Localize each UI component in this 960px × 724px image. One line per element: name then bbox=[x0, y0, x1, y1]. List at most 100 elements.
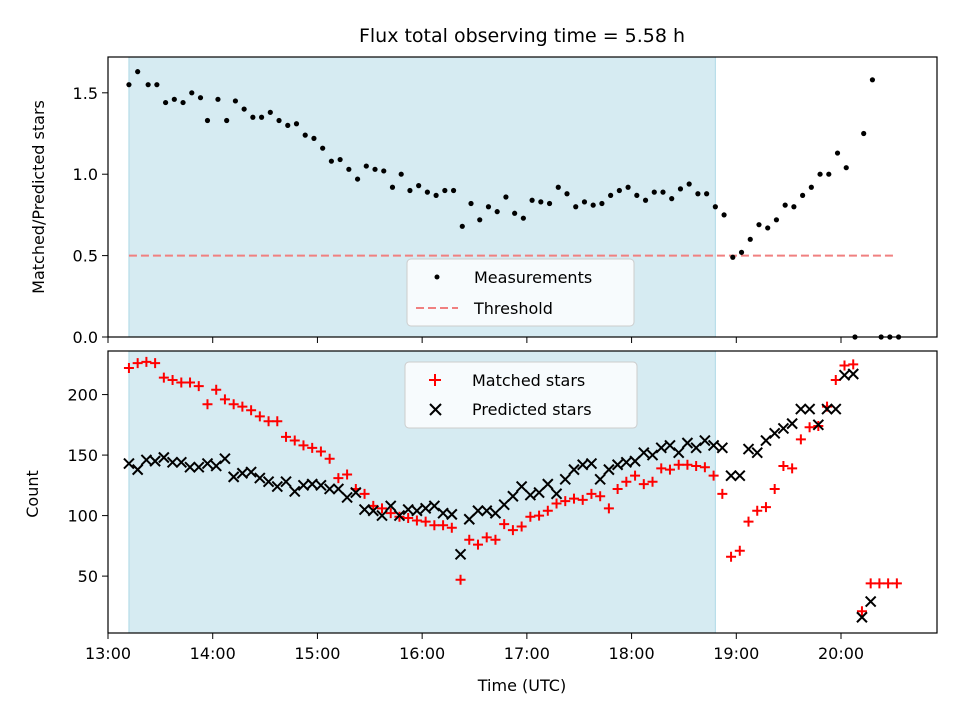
predicted-star-point bbox=[280, 476, 292, 488]
matched-star-point bbox=[411, 515, 422, 526]
measurement-point bbox=[538, 199, 544, 205]
matched-star-point bbox=[446, 522, 457, 533]
matched-star-point bbox=[673, 459, 684, 470]
predicted-star-point bbox=[376, 509, 388, 522]
matched-star-point bbox=[211, 384, 222, 395]
measurement-point bbox=[477, 217, 483, 223]
matched-star-point bbox=[324, 453, 335, 464]
matched-star-point bbox=[254, 411, 265, 422]
measurement-point bbox=[721, 212, 727, 218]
matched-star-point bbox=[281, 431, 292, 442]
predicted-star-point bbox=[585, 457, 598, 470]
bottom-y-ticks: 50 100 150 200 bbox=[67, 386, 108, 586]
matched-star-point bbox=[795, 434, 806, 445]
ratio-panel: 0.0 0.5 1.0 1.5 Matched/Predicted stars Mea… bbox=[29, 56, 938, 347]
matched-star-point bbox=[307, 442, 318, 453]
predicted-star-point bbox=[812, 419, 825, 431]
measurement-point bbox=[826, 171, 832, 177]
predicted-star-point bbox=[830, 403, 842, 415]
measurement-point bbox=[861, 130, 867, 137]
predicted-star-point bbox=[533, 486, 545, 499]
y-tick-label: 0.5 bbox=[73, 247, 98, 266]
predicted-star-point bbox=[166, 456, 179, 469]
y-tick-label: 100 bbox=[67, 507, 98, 526]
y-tick-label: 150 bbox=[67, 446, 98, 465]
measurement-point bbox=[398, 171, 404, 177]
predicted-star-point bbox=[542, 478, 554, 490]
predicted-star-point bbox=[227, 471, 240, 483]
measurement-point bbox=[756, 222, 762, 228]
predicted-star-point bbox=[768, 427, 781, 440]
measurement-point bbox=[328, 158, 334, 164]
matched-star-point bbox=[315, 446, 326, 457]
predicted-star-point bbox=[271, 480, 283, 493]
predicted-star-point bbox=[777, 422, 790, 435]
matched-star-point bbox=[708, 470, 719, 481]
measurement-point bbox=[232, 98, 239, 104]
predicted-star-point bbox=[864, 595, 877, 608]
predicted-star-point bbox=[498, 499, 510, 511]
y-tick-label: 1.5 bbox=[73, 84, 98, 103]
measurement-point bbox=[590, 202, 596, 208]
measurement-point bbox=[459, 223, 465, 229]
measurement-point bbox=[433, 192, 439, 198]
matched-star-point bbox=[551, 498, 562, 509]
legend-matched-marker bbox=[429, 374, 441, 386]
predicted-star-point bbox=[149, 455, 161, 467]
predicted-star-point bbox=[341, 491, 353, 504]
measurement-point bbox=[276, 117, 282, 124]
measurement-point bbox=[634, 192, 640, 198]
top-legend-box bbox=[406, 258, 635, 327]
measurement-point bbox=[564, 191, 570, 197]
measurement-point bbox=[416, 183, 422, 189]
matched-star-point bbox=[717, 488, 728, 499]
predicted-star-point bbox=[245, 466, 257, 478]
predicted-star-point bbox=[803, 403, 816, 415]
matched-star-point bbox=[490, 534, 501, 545]
legend-predicted-label: Predicted stars bbox=[472, 400, 592, 419]
measurement-point bbox=[642, 197, 649, 203]
bottom-axes-frame bbox=[107, 350, 938, 634]
predicted-stars-points bbox=[123, 368, 877, 623]
measurement-point bbox=[126, 82, 132, 88]
predicted-star-point bbox=[219, 453, 231, 465]
measurement-point bbox=[258, 114, 265, 120]
predicted-star-point bbox=[760, 434, 772, 447]
predicted-star-point bbox=[489, 507, 502, 519]
matched-star-point bbox=[150, 358, 161, 369]
top-axes-frame bbox=[107, 56, 938, 338]
measurement-point bbox=[154, 82, 160, 88]
predicted-star-point bbox=[323, 483, 336, 495]
predicted-star-point bbox=[350, 486, 362, 499]
predicted-star-point bbox=[411, 505, 423, 517]
predicted-star-point bbox=[751, 446, 763, 459]
predicted-star-point bbox=[603, 463, 615, 476]
measurement-point bbox=[660, 189, 666, 195]
x-tick-label: 15:00 bbox=[294, 644, 340, 663]
measurement-point bbox=[800, 192, 806, 198]
matched-star-point bbox=[263, 416, 274, 427]
predicted-star-point bbox=[507, 490, 519, 502]
matched-star-point bbox=[132, 358, 143, 369]
measurement-point bbox=[311, 135, 317, 141]
legend-measurements-label: Measurements bbox=[474, 268, 592, 287]
predicted-star-point bbox=[201, 457, 214, 470]
predicted-star-point bbox=[821, 403, 833, 415]
predicted-star-point bbox=[332, 483, 345, 495]
measurement-point bbox=[135, 69, 141, 75]
measurement-point bbox=[512, 210, 518, 216]
matched-star-point bbox=[298, 440, 309, 451]
x-tick-label: 18:00 bbox=[609, 644, 655, 663]
top-legend: Measurements Threshold bbox=[406, 258, 635, 327]
measurement-point bbox=[424, 189, 430, 195]
matched-star-point bbox=[560, 496, 571, 507]
matched-star-point bbox=[167, 375, 178, 386]
matched-stars-points bbox=[123, 356, 902, 617]
predicted-star-point bbox=[707, 439, 720, 452]
measurement-point bbox=[354, 176, 361, 182]
matched-star-point bbox=[856, 606, 867, 617]
matched-star-point bbox=[699, 462, 710, 473]
matched-star-point bbox=[830, 375, 841, 386]
matched-star-point bbox=[342, 469, 353, 480]
bottom-y-axis-label: Count bbox=[23, 470, 42, 518]
